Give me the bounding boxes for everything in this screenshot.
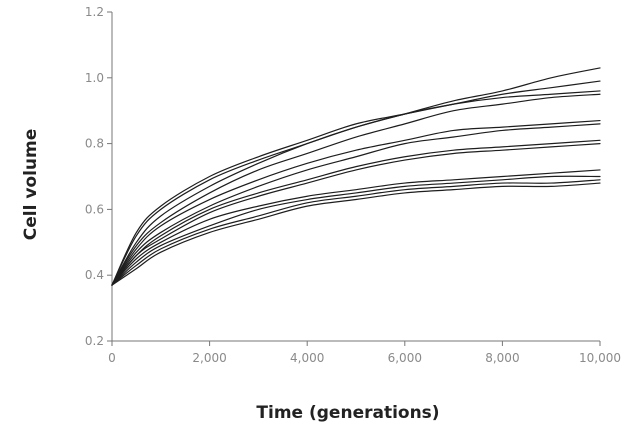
x-axis-ticks: 0 2,000 4,000 6,000 8,000 10,000: [108, 341, 621, 365]
series-line-6: [111, 123, 601, 286]
y-tick-label: 1.2: [85, 5, 104, 19]
x-tick-label: 10,000: [579, 351, 621, 365]
series-line-8: [111, 143, 601, 286]
x-axis-title: Time (generations): [256, 403, 439, 423]
series-line-10: [111, 175, 601, 286]
y-axis-ticks: 0.2 0.4 0.6 0.8 1.0 1.2: [85, 5, 112, 348]
x-tick-label: 2,000: [192, 351, 226, 365]
y-tick-label: 0.4: [85, 268, 104, 282]
y-tick-label: 1.0: [85, 71, 104, 85]
series-line-5: [111, 119, 601, 286]
x-tick-label: 0: [108, 351, 116, 365]
series-line-2: [111, 80, 601, 286]
series-line-12: [111, 182, 601, 286]
series-lines: [111, 67, 601, 286]
series-line-4: [111, 93, 601, 286]
y-tick-label: 0.2: [85, 334, 104, 348]
y-tick-label: 0.8: [85, 137, 104, 151]
axes: [111, 12, 600, 342]
x-tick-label: 6,000: [388, 351, 422, 365]
x-tick-label: 8,000: [485, 351, 519, 365]
y-axis-title: Cell volume: [21, 129, 41, 241]
y-tick-label: 0.6: [85, 202, 104, 216]
series-line-7: [111, 139, 601, 286]
x-tick-label: 4,000: [290, 351, 324, 365]
series-line-11: [111, 179, 601, 286]
series-line-9: [111, 169, 601, 286]
series-line-3: [111, 90, 601, 286]
